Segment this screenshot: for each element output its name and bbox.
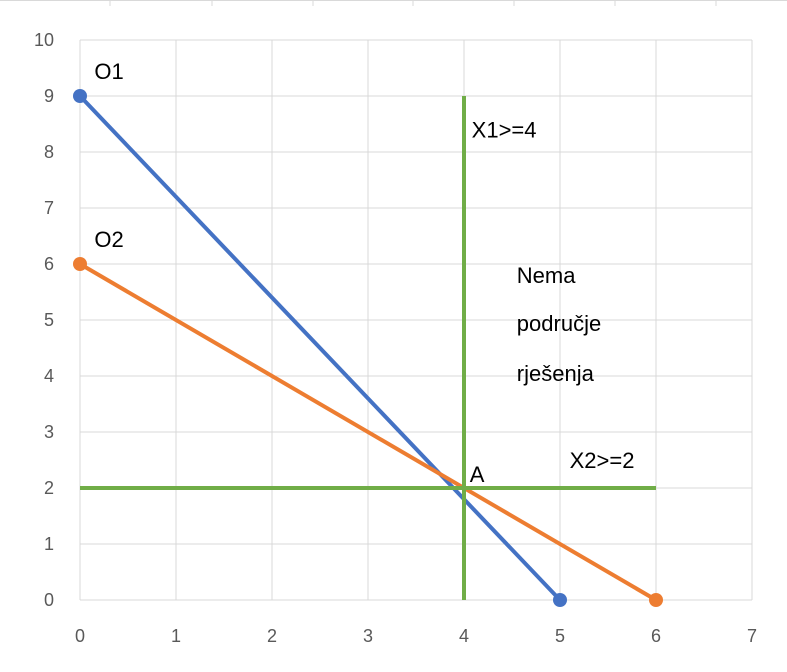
annotation-label: A (470, 462, 485, 487)
y-tick-label: 8 (44, 142, 54, 162)
y-tick-label: 2 (44, 478, 54, 498)
y-tick-label: 5 (44, 310, 54, 330)
series-point (553, 593, 567, 607)
x-tick-label: 1 (171, 626, 181, 646)
x-tick-label: 5 (555, 626, 565, 646)
series-point (649, 593, 663, 607)
y-tick-label: 10 (34, 30, 54, 50)
y-tick-label: 7 (44, 198, 54, 218)
series-point (73, 257, 87, 271)
x-tick-label: 6 (651, 626, 661, 646)
annotation-label: X2>=2 (570, 448, 635, 473)
y-tick-label: 9 (44, 86, 54, 106)
x-axis-ticks: 0 1 2 3 4 5 6 7 (75, 626, 757, 646)
series-line (78, 262, 658, 602)
y-tick-label: 4 (44, 366, 54, 386)
x-tick-label: 2 (267, 626, 277, 646)
annotation-label: X1>=4 (472, 118, 537, 143)
x-tick-label: 7 (747, 626, 757, 646)
x-tick-label: 3 (363, 626, 373, 646)
grid (79, 39, 753, 601)
series-layer (73, 89, 663, 607)
y-tick-label: 1 (44, 534, 54, 554)
annotation-label: rješenja (517, 361, 595, 386)
x-tick-label: 0 (75, 626, 85, 646)
series-point (73, 89, 87, 103)
top-border-ticks (0, 0, 787, 6)
y-tick-label: 6 (44, 254, 54, 274)
y-tick-label: 0 (44, 590, 54, 610)
annotation-label: O2 (94, 227, 123, 252)
annotation-label: O1 (94, 59, 123, 84)
y-tick-label: 3 (44, 422, 54, 442)
annotations: O1 O2 X1>=4 Nema područje rješenja A X2>=2 (94, 59, 634, 487)
x-tick-label: 4 (459, 626, 469, 646)
y-axis-ticks: 0 1 2 3 4 5 6 7 8 9 10 (34, 30, 54, 610)
series-line (78, 94, 562, 602)
annotation-label: područje (517, 311, 601, 336)
annotation-label: Nema (517, 263, 576, 288)
